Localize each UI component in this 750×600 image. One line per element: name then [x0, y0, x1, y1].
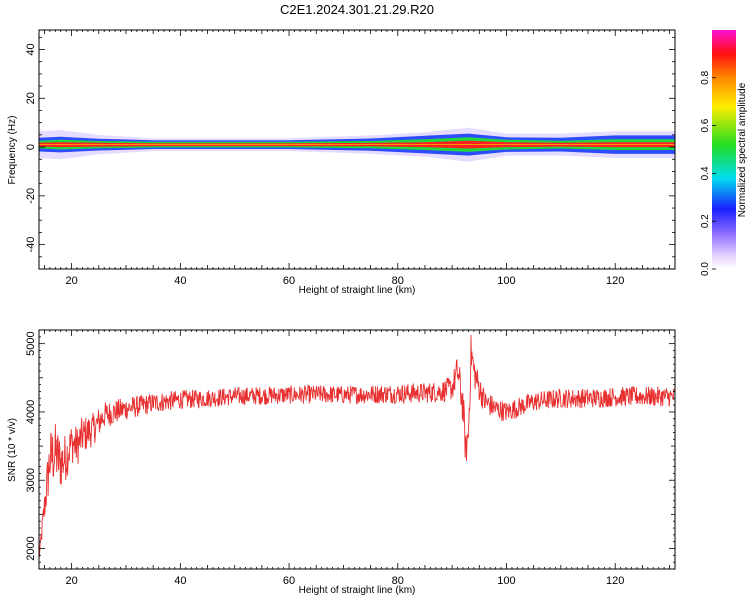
y-tick-label: 0 [25, 144, 37, 150]
x-tick-label: 80 [392, 275, 404, 287]
x-tick-label: 40 [174, 575, 186, 587]
x-tick-label: 80 [392, 575, 404, 587]
x-tick-label: 120 [606, 575, 624, 587]
colorbar-axis: 0.0 0.2 0.4 0.6 0.8 [700, 70, 716, 276]
y-tick-label: -40 [25, 237, 37, 253]
snr-y-axis: 2000 3000 4000 5000 [25, 329, 675, 570]
y-tick-label: 3000 [25, 468, 37, 492]
x-tick-label: 60 [283, 275, 295, 287]
x-tick-label: 40 [174, 275, 186, 287]
colorbar-tick-label: 0.8 [700, 70, 711, 84]
x-tick-label: 60 [283, 575, 295, 587]
spectrogram-x-axis-title: Height of straight line (km) [299, 285, 416, 296]
snr-x-axis-title: Height of straight line (km) [299, 585, 416, 596]
y-tick-label: 40 [25, 43, 37, 55]
spectrogram-x-axis: 20 40 60 80 100 120 [38, 30, 676, 287]
colorbar-tick-label: 0.4 [700, 166, 711, 180]
x-tick-label: 20 [65, 575, 77, 587]
x-tick-label: 100 [497, 275, 515, 287]
y-tick-label: 4000 [25, 400, 37, 424]
snr-x-axis: 20 40 60 80 100 120 [38, 330, 676, 587]
snr-y-axis-title: SNR (10 * v/v) [7, 418, 18, 482]
y-tick-label: 20 [25, 92, 37, 104]
spectrogram-frame [38, 29, 676, 270]
snr-frame [38, 329, 676, 570]
snr-series-line [39, 335, 675, 558]
x-tick-label: 100 [497, 575, 515, 587]
colorbar-tick-label: 0.0 [700, 262, 711, 276]
x-tick-label: 120 [606, 275, 624, 287]
colorbar-label: Normalized spectral amplitude [737, 82, 748, 217]
y-tick-label: 2000 [25, 536, 37, 560]
y-tick-label: 5000 [25, 331, 37, 355]
y-tick-label: -20 [25, 188, 37, 204]
spectrogram-y-axis: -40 -20 0 20 40 [25, 36, 675, 270]
chart-title: C2E1.2024.301.21.29.R20 [280, 2, 434, 17]
colorbar [712, 30, 736, 269]
spectrogram-band [39, 127, 675, 162]
colorbar-tick-label: 0.2 [700, 214, 711, 228]
x-tick-label: 20 [65, 275, 77, 287]
colorbar-tick-label: 0.6 [700, 118, 711, 132]
spectrogram-y-axis-title: Frequency (Hz) [7, 116, 18, 185]
